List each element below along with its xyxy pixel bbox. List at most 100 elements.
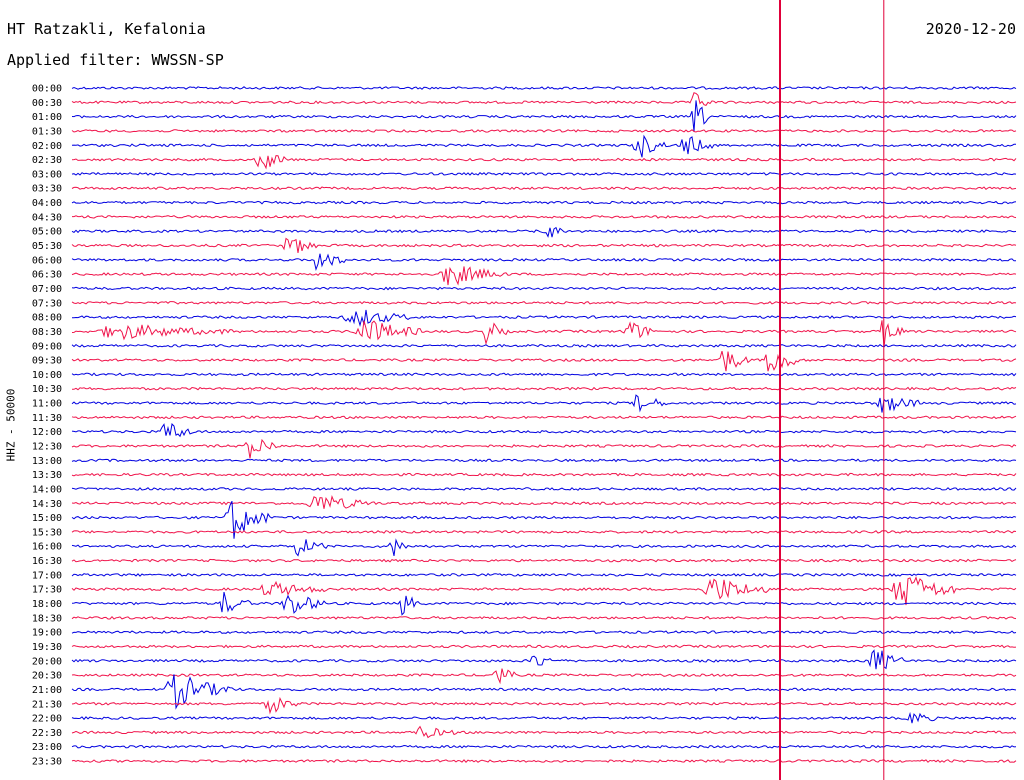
tick-label: 10:30	[32, 384, 62, 395]
trace-row-39	[71, 644, 1017, 649]
tick-label: 12:00	[32, 427, 62, 438]
trace-row-35	[71, 576, 1017, 606]
tick-label: 02:00	[32, 141, 62, 152]
tick-label: 13:00	[32, 456, 62, 467]
trace-row-19	[71, 350, 1017, 372]
tick-label: 17:00	[32, 570, 62, 581]
trace-row-14	[71, 286, 1017, 291]
trace-row-22	[71, 394, 1017, 413]
trace-row-32	[71, 538, 1017, 557]
tick-label: 03:30	[32, 184, 62, 195]
tick-label: 08:00	[32, 313, 62, 324]
tick-label: 04:00	[32, 198, 62, 209]
trace-row-47	[71, 759, 1017, 763]
tick-label: 12:30	[32, 442, 62, 453]
trace-row-41	[71, 668, 1017, 685]
tick-label: 15:00	[32, 513, 62, 524]
tick-label: 00:00	[32, 84, 62, 95]
trace-row-13	[71, 266, 1017, 286]
tick-label: 16:30	[32, 556, 62, 567]
date-label: 2020-12-20	[925, 20, 1016, 38]
tick-label: 10:00	[32, 370, 62, 381]
tick-label: 16:00	[32, 542, 62, 553]
tick-label: 11:00	[32, 399, 62, 410]
tick-label: 01:00	[32, 112, 62, 123]
tick-label: 22:30	[32, 728, 62, 739]
trace-row-16	[72, 309, 1017, 327]
trace-row-28	[71, 487, 1017, 491]
trace-row-10	[71, 226, 1017, 238]
trace-row-27	[71, 472, 1017, 477]
tick-label: 20:00	[32, 656, 62, 667]
tick-label: 23:00	[32, 742, 62, 753]
trace-row-20	[71, 372, 1017, 377]
trace-row-40	[71, 649, 1017, 670]
trace-group	[71, 86, 1017, 763]
trace-row-38	[71, 630, 1017, 635]
trace-row-11	[71, 237, 1017, 253]
tick-label: 07:30	[32, 298, 62, 309]
tick-label: 09:30	[32, 356, 62, 367]
trace-row-1	[71, 92, 1017, 107]
tick-label: 22:00	[32, 714, 62, 725]
trace-row-2	[71, 100, 1017, 132]
tick-label: 05:00	[32, 227, 62, 238]
trace-row-3	[71, 129, 1017, 133]
filter-label: Applied filter: WWSSN-SP	[7, 51, 224, 69]
time-tick-labels: 00:00 00:30 01:00 01:30 02:00 02:30 03:00 03:30…	[32, 84, 62, 768]
tick-label: 20:30	[32, 671, 62, 682]
tick-label: 14:00	[32, 485, 62, 496]
trace-row-0	[71, 86, 1017, 90]
tick-label: 06:30	[32, 270, 62, 281]
trace-row-26	[71, 458, 1017, 463]
trace-row-42	[71, 674, 1017, 710]
trace-row-17	[71, 320, 1017, 348]
trace-row-21	[71, 386, 1017, 391]
trace-row-24	[71, 422, 1017, 438]
tick-label: 02:30	[32, 155, 62, 166]
tick-label: 17:30	[32, 585, 62, 596]
trace-row-23	[71, 415, 1017, 420]
trace-row-44	[71, 711, 1017, 724]
tick-label: 13:30	[32, 470, 62, 481]
trace-row-31	[71, 530, 1017, 534]
tick-label: 08:30	[32, 327, 62, 338]
trace-row-36	[71, 591, 1017, 616]
tick-label: 18:00	[32, 599, 62, 610]
tick-label: 05:30	[32, 241, 62, 252]
tick-label: 15:30	[32, 527, 62, 538]
tick-label: 19:00	[32, 628, 62, 639]
trace-row-43	[71, 696, 1017, 715]
trace-row-30	[71, 500, 1017, 539]
trace-row-29	[71, 495, 1017, 509]
trace-row-9	[72, 214, 1017, 219]
trace-row-12	[71, 253, 1017, 272]
tick-label: 09:00	[32, 341, 62, 352]
tick-label: 21:00	[32, 685, 62, 696]
trace-row-34	[71, 572, 1017, 577]
tick-label: 14:30	[32, 499, 62, 510]
tick-label: 03:00	[32, 169, 62, 180]
trace-row-18	[71, 343, 1017, 348]
tick-label: 04:30	[32, 212, 62, 223]
trace-row-8	[71, 200, 1017, 205]
tick-label: 01:30	[32, 127, 62, 138]
station-title: HT Ratzakli, Kefalonia	[7, 20, 206, 38]
tick-label: 18:30	[32, 613, 62, 624]
trace-row-45	[71, 725, 1017, 739]
tick-label: 07:00	[32, 284, 62, 295]
trace-row-33	[71, 558, 1017, 563]
trace-row-6	[71, 172, 1017, 176]
trace-row-25	[71, 438, 1017, 459]
tick-label: 11:30	[32, 413, 62, 424]
trace-row-5	[71, 155, 1017, 170]
trace-row-15	[71, 300, 1017, 305]
tick-label: 23:30	[32, 757, 62, 768]
tick-label: 06:00	[32, 255, 62, 266]
tick-label: 00:30	[32, 98, 62, 109]
marker-lines	[779, 0, 885, 780]
trace-row-7	[71, 186, 1017, 191]
trace-row-46	[71, 744, 1017, 749]
trace-row-4	[71, 134, 1016, 158]
